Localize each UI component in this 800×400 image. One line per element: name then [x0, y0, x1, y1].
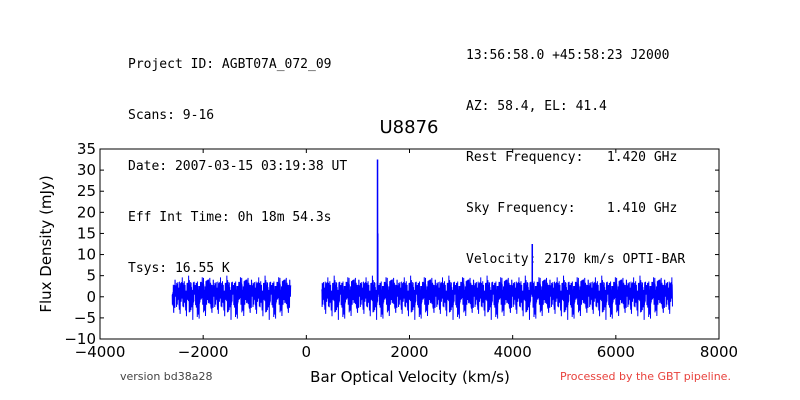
velocity-text: Velocity: 2170 km/s OPTI-BAR — [466, 252, 686, 267]
y-tick-label: 20 — [77, 203, 96, 221]
date-text: Date: 2007-03-15 03:19:38 UT — [128, 159, 348, 174]
spectrum-line-segment-1 — [171, 275, 292, 320]
x-tick-label: 8000 — [700, 343, 738, 361]
chart-title: U8876 — [380, 117, 439, 138]
int-time-text: Eff Int Time: 0h 18m 54.3s — [128, 210, 332, 225]
data-layer — [171, 159, 673, 320]
coordinates-text: 13:56:58.0 +45:58:23 J2000 — [466, 48, 670, 63]
y-tick-label: −10 — [64, 330, 96, 348]
project-id-text: Project ID: AGBT07A_072_09 — [128, 57, 332, 72]
y-tick-label: 35 — [77, 140, 96, 158]
observation-info-left: Project ID: AGBT07A_072_09 Scans: 9-16 D… — [128, 22, 347, 294]
y-tick-label: 0 — [86, 288, 96, 306]
y-axis-label: Flux Density (mJy) — [37, 175, 55, 312]
x-tick-label: −2000 — [178, 343, 229, 361]
y-tick-label: 25 — [77, 182, 96, 200]
x-tick-label: 6000 — [597, 343, 635, 361]
scans-text: Scans: 9-16 — [128, 108, 215, 123]
tsys-text: Tsys: 16.55 K — [128, 261, 230, 276]
version-text: version bd38a28 — [120, 370, 213, 383]
y-tick-label: 5 — [86, 267, 96, 285]
x-tick-label: −4000 — [75, 343, 126, 361]
pipeline-credit-text: Processed by the GBT pipeline. — [560, 370, 731, 383]
x-tick-label: 0 — [302, 343, 312, 361]
observation-info-right: 13:56:58.0 +45:58:23 J2000 AZ: 58.4, EL:… — [466, 13, 685, 285]
spectrum-line-segment-2 — [321, 159, 673, 320]
sky-frequency-text: Sky Frequency: 1.410 GHz — [466, 201, 678, 216]
y-tick-label: 30 — [77, 161, 96, 179]
x-tick-label: 4000 — [494, 343, 532, 361]
y-tick-label: 15 — [77, 224, 96, 242]
y-tick-label: −5 — [74, 309, 96, 327]
x-tick-label: 2000 — [390, 343, 428, 361]
axes-layer: −4000 −2000 0 2000 4000 6000 8000 −10 −5 0 5 10 15 20… — [64, 140, 738, 361]
x-axis-label: Bar Optical Velocity (km/s) — [310, 368, 510, 386]
az-el-text: AZ: 58.4, EL: 41.4 — [466, 99, 607, 114]
y-tick-label: 10 — [77, 246, 96, 264]
rest-frequency-text: Rest Frequency: 1.420 GHz — [466, 150, 678, 165]
